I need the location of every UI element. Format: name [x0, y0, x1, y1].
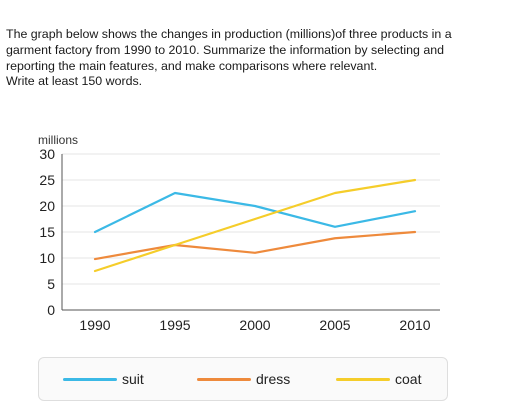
legend-label-dress: dress	[256, 371, 291, 387]
y-tick-label: 0	[47, 302, 55, 318]
chart-svg: millions 0 5 10 15 20 25 30 1990 1995 2000 2005 20…	[38, 133, 440, 333]
y-tick-label: 30	[39, 146, 55, 162]
x-tick-label: 2000	[239, 317, 270, 333]
y-tick-label: 15	[39, 224, 55, 240]
x-tick-label: 2005	[319, 317, 350, 333]
series-lines	[93, 178, 417, 273]
legend-label-suit: suit	[122, 371, 144, 387]
prompt-line: Write at least 150 words.	[6, 74, 143, 89]
grid-lines	[62, 153, 440, 285]
legend-item-dress: dress	[197, 358, 290, 400]
legend-item-coat: coat	[336, 358, 421, 400]
task-prompt: The graph below shows the changes in pro…	[6, 27, 506, 90]
y-tick-label: 25	[39, 172, 55, 188]
legend-swatch-suit	[63, 377, 117, 381]
y-axis-label: millions	[38, 133, 78, 147]
legend-swatch-dress	[197, 377, 251, 381]
y-tick-label: 20	[39, 198, 55, 214]
chart-legend: suit dress coat	[38, 357, 448, 401]
y-tick-label: 10	[39, 250, 55, 266]
x-tick-labels: 1990 1995 2000 2005 2010	[79, 317, 430, 333]
line-chart: millions 0 5 10 15 20 25 30 1990 1995 2000 2005 20…	[0, 120, 512, 416]
prompt-line: The graph below shows the changes in pro…	[6, 27, 452, 41]
y-tick-label: 5	[47, 276, 55, 292]
series-line-suit	[93, 191, 417, 234]
x-tick-label: 1990	[79, 317, 110, 333]
series-line-coat	[93, 178, 417, 273]
legend-swatch-coat	[336, 377, 390, 381]
legend-label-coat: coat	[395, 371, 422, 387]
y-tick-labels: 0 5 10 15 20 25 30	[39, 146, 55, 318]
legend-item-suit: suit	[63, 358, 144, 400]
prompt-line: garment factory from 1990 to 2010. Summa…	[6, 42, 445, 57]
series-line-dress	[93, 230, 417, 261]
x-tick-label: 1995	[159, 317, 190, 333]
prompt-line: reporting the main features, and make co…	[6, 58, 378, 73]
x-tick-label: 2010	[399, 317, 430, 333]
